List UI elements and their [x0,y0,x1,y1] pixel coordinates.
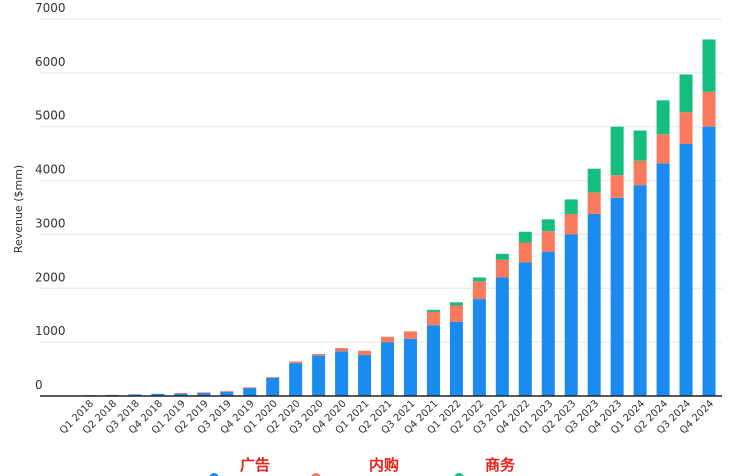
bar-segment-ads [472,299,486,396]
bar-segment-ads [220,391,234,396]
bar-segment-iap [426,311,440,326]
bar-segment-iap [312,353,326,356]
bar-segment-iap [220,391,234,392]
bar-segment-ads [702,126,716,396]
bar-segment-commerce [472,277,486,282]
bar-segment-ads [197,392,211,396]
bar-segment-iap [243,387,257,389]
bar-segment-iap [381,336,395,343]
bar-segment-commerce [633,130,647,161]
bar-segment-ads [495,277,509,396]
y-tick-label: 4000 [35,163,66,177]
bar-segment-ads [518,262,532,396]
bar-segment-iap [449,305,463,322]
bar-segment-ads [128,394,142,396]
bar-segment-commerce [495,253,509,260]
bar-segment-ads [312,355,326,396]
bar-segment-commerce [610,126,624,176]
bar-segment-ads [381,342,395,396]
bar-segment-iap [564,213,578,235]
bar-segment-ads [587,213,601,396]
bar-segment-ads [633,185,647,396]
bar-segment-iap [289,361,303,364]
y-tick-label: 2000 [35,270,66,284]
bar-segment-ads [358,355,372,396]
bar-segment-commerce [656,100,670,135]
bar-segment-commerce [702,39,716,92]
bar-segment-ads [289,363,303,396]
y-tick-label: 7000 [35,1,66,15]
gridlines [40,18,722,343]
bars [82,39,716,396]
bar-segment-iap [197,392,211,394]
bar-segment-iap [702,91,716,127]
y-tick-label: 0 [35,378,43,392]
bar-segment-commerce [564,199,578,214]
bar-segment-iap [518,242,532,263]
y-axis-label: Revenue ($mm) [12,165,25,253]
y-tick-label: 5000 [35,109,66,123]
bar-segment-iap [587,192,601,214]
bar-segment-commerce [426,309,440,312]
bar-segment-commerce [541,219,555,232]
y-tick-label: 6000 [35,55,66,69]
legend-swatch-ads [209,473,219,476]
bar-segment-iap [610,175,624,198]
legend: 广告 内购 商务 [209,456,516,476]
bar-segment-ads [426,325,440,396]
bar-segment-ads [656,163,670,396]
bar-segment-commerce [587,168,601,193]
bar-segment-commerce [679,74,693,113]
legend-item-iap: 内购 [311,456,399,476]
bar-segment-ads [174,393,188,396]
bar-segment-ads [151,393,165,396]
bar-segment-ads [403,338,417,396]
legend-label-ads: 广告 [240,456,270,474]
bar-segment-iap [495,259,509,278]
bar-segment-iap [266,377,280,378]
bar-segment-iap [656,134,670,164]
bar-segment-ads [541,251,555,396]
legend-swatch-commerce [454,473,464,476]
bar-segment-commerce [449,302,463,306]
bar-segment-ads [335,351,349,396]
bar-segment-ads [610,197,624,396]
bar-segment-iap [174,393,188,394]
bar-segment-iap [679,112,693,144]
bar-segment-iap [472,281,486,300]
bar-segment-ads [449,321,463,396]
bar-segment-iap [358,350,372,356]
bar-segment-commerce [518,231,532,243]
bar-segment-iap [541,231,555,252]
bar-segment-iap [335,348,349,352]
bar-segment-iap [403,331,417,339]
bar-segment-iap [633,160,647,186]
bar-segment-ads [243,387,257,396]
y-axis-ticks: 0 1000 2000 3000 4000 5000 6000 7000 [35,1,66,392]
bar-segment-ads [564,234,578,396]
bar-segment-ads [679,143,693,396]
bar-segment-ads [266,377,280,396]
legend-label-iap: 内购 [369,456,399,474]
y-tick-label: 3000 [35,216,66,230]
y-tick-label: 1000 [35,324,66,338]
legend-label-commerce: 商务 [485,456,516,474]
legend-item-ads: 广告 [209,456,270,476]
legend-item-commerce: 商务 [454,456,516,476]
legend-swatch-iap [311,473,321,476]
